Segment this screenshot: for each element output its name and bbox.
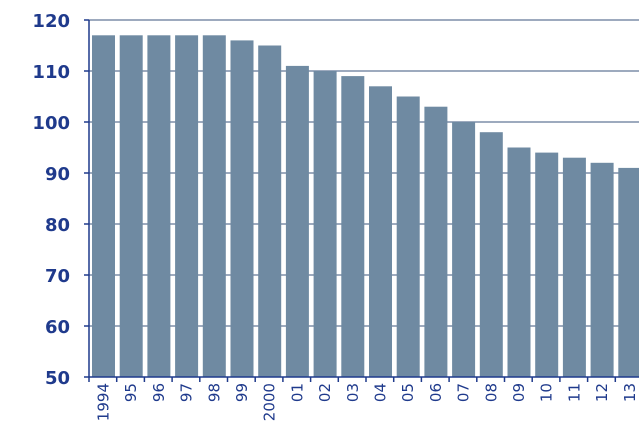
x-tick-label: 95 [122, 383, 140, 402]
y-tick-label: 80 [45, 215, 70, 236]
bar-07 [452, 122, 476, 377]
bar-11 [562, 157, 586, 377]
y-tick-label: 60 [45, 317, 70, 338]
y-tick-labels: 50 60 70 80 90 100 110 120 [32, 11, 70, 389]
bar-97 [175, 35, 199, 378]
bar-95 [119, 35, 143, 378]
y-tick-label: 100 [32, 113, 70, 134]
bar-06 [424, 106, 448, 377]
x-tick-label: 96 [150, 383, 168, 402]
bar-12 [590, 162, 614, 377]
x-tick-label: 12 [593, 383, 611, 402]
x-tick-label: 05 [399, 383, 417, 402]
x-tick-label: 97 [178, 383, 196, 402]
bar-96 [147, 35, 171, 378]
bar-2000 [258, 45, 282, 377]
bars [92, 35, 639, 378]
bar-99 [230, 40, 254, 378]
bar-09 [507, 147, 531, 377]
x-tick-label: 09 [510, 383, 528, 402]
x-tick-label: 11 [565, 383, 583, 402]
x-tick-labels: 1994 95 96 97 98 99 2000 01 02 03 04 05 06 07 08 09 10 11… [95, 383, 639, 421]
y-tick-label: 110 [32, 62, 70, 83]
x-tick-label: 10 [538, 383, 556, 402]
x-tick-label: 06 [427, 383, 445, 402]
bar-01 [285, 65, 309, 378]
x-tick-label: 04 [372, 383, 390, 402]
x-tick-label: 1994 [95, 383, 113, 421]
y-tick-label: 70 [45, 266, 70, 287]
bar-13 [618, 167, 639, 377]
bar-02 [313, 71, 337, 377]
y-tick-label: 50 [45, 368, 70, 389]
bar-05 [396, 96, 420, 377]
bar-03 [341, 76, 365, 377]
x-tick-label: 13 [621, 383, 639, 402]
x-tick-label: 01 [288, 383, 306, 402]
x-tick-label: 03 [344, 383, 362, 402]
x-tick-label: 07 [455, 383, 473, 402]
bar-08 [479, 132, 503, 377]
y-tick-label: 90 [45, 164, 70, 185]
x-tick-label: 2000 [261, 383, 279, 421]
bar-98 [202, 35, 226, 378]
bar-10 [535, 152, 559, 377]
y-tick-label: 120 [32, 11, 70, 32]
x-tick-label: 08 [482, 383, 500, 402]
x-tick-label: 98 [205, 383, 223, 402]
bar-04 [369, 86, 392, 378]
x-tick-label: 99 [233, 383, 251, 402]
x-tick-label: 02 [316, 383, 334, 402]
bar-1994 [92, 35, 115, 378]
axes [84, 19, 639, 382]
